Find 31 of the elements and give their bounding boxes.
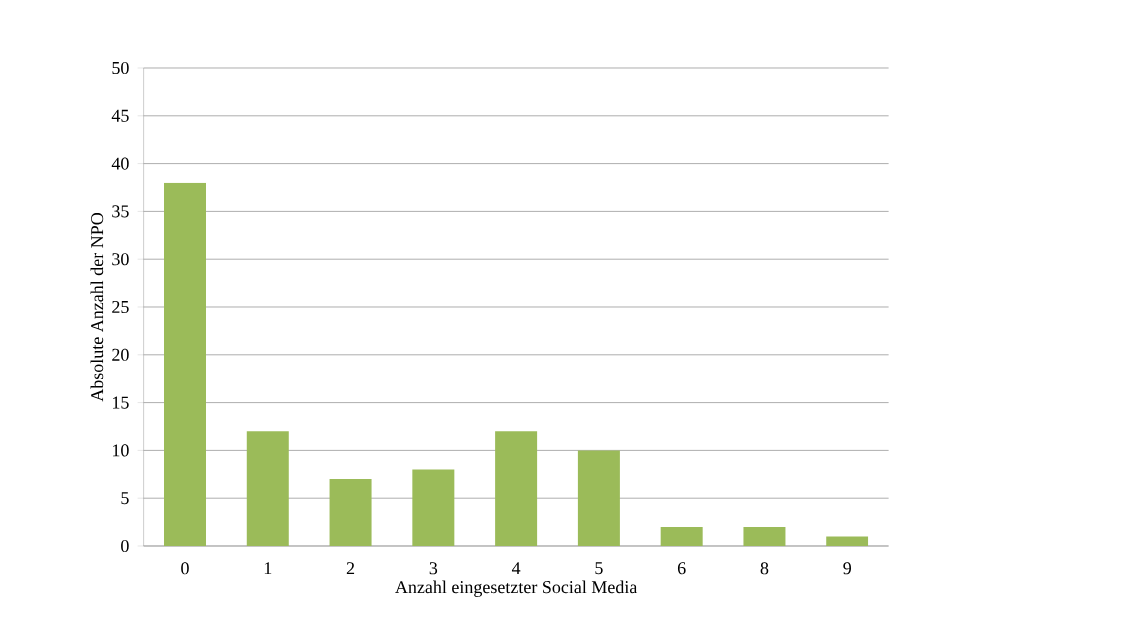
x-tick-label: 8 — [760, 562, 769, 575]
bar — [743, 526, 786, 546]
y-tick-label: 5 — [121, 492, 129, 505]
y-tick-label: 45 — [111, 109, 129, 122]
y-tick-label: 10 — [113, 444, 129, 457]
x-tick-label: 1 — [264, 562, 272, 575]
bar — [660, 526, 703, 546]
y-tick-label: 30 — [112, 253, 129, 266]
x-tick-label: 0 — [181, 562, 189, 575]
bar — [164, 182, 206, 546]
y-tick-label: 20 — [112, 348, 129, 361]
y-axis-title: Absolute Anzahl der NPO — [90, 213, 104, 402]
y-tick-label: 0 — [121, 539, 129, 553]
x-tick-label: 9 — [843, 562, 851, 575]
x-tick-label: 6 — [677, 562, 686, 575]
y-tick-label: 25 — [112, 300, 129, 314]
x-tick-label: 2 — [346, 562, 355, 575]
x-tick-label: 5 — [595, 562, 603, 575]
x-axis-title: Anzahl eingesetzter Social Media — [395, 580, 638, 597]
y-tick-label: 35 — [112, 205, 129, 218]
bar — [826, 536, 869, 546]
bar — [329, 479, 372, 546]
y-tick-label: 40 — [111, 157, 129, 170]
bar — [412, 469, 455, 546]
y-tick-label: 15 — [113, 396, 129, 409]
y-tick-label: 50 — [112, 61, 129, 75]
bar — [246, 431, 289, 546]
bar — [577, 450, 620, 546]
bar — [495, 431, 538, 546]
x-tick-label: 4 — [511, 562, 521, 575]
x-tick-label: 3 — [429, 562, 438, 575]
